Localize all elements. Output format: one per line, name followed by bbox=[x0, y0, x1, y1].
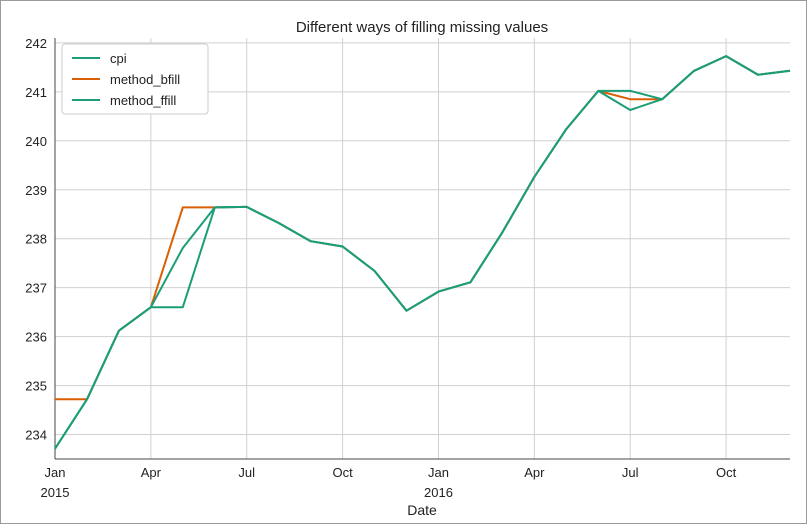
x-tick-label: Apr bbox=[141, 465, 162, 480]
x-tick-label: Apr bbox=[524, 465, 545, 480]
axes bbox=[54, 38, 790, 460]
y-tick-label: 240 bbox=[25, 134, 47, 149]
x-tick-label: Oct bbox=[332, 465, 353, 480]
y-tick-label: 234 bbox=[25, 428, 47, 443]
legend-label-method-ffill: method_ffill bbox=[110, 93, 176, 108]
legend-box bbox=[61, 43, 209, 115]
y-tick-label: 242 bbox=[25, 36, 47, 51]
x-tick-year-label: 2016 bbox=[424, 485, 453, 500]
chart-title: Different ways of filling missing values bbox=[296, 19, 548, 36]
x-tick-label: Jul bbox=[238, 465, 255, 480]
legend: cpi method_bfill method_ffill bbox=[61, 43, 209, 115]
y-tick-label: 238 bbox=[25, 232, 47, 247]
x-tick-label: Jul bbox=[622, 465, 639, 480]
x-axis-label: Date bbox=[407, 502, 437, 518]
x-tick-label: Oct bbox=[716, 465, 737, 480]
y-tick-label: 241 bbox=[25, 85, 47, 100]
series-lines bbox=[54, 55, 791, 450]
y-tick-label: 239 bbox=[25, 183, 47, 198]
x-tick-labels: Jan 2015 Apr Jul Oct Jan 2016 Apr Jul Oct bbox=[41, 465, 737, 500]
series-line-cpi bbox=[54, 55, 791, 450]
x-tick-year-label: 2015 bbox=[41, 485, 70, 500]
y-tick-label: 235 bbox=[25, 379, 47, 394]
y-tick-label: 236 bbox=[25, 330, 47, 345]
legend-label-method-bfill: method_bfill bbox=[110, 72, 180, 87]
series-line-method-ffill bbox=[54, 55, 791, 450]
legend-label-cpi: cpi bbox=[110, 51, 127, 66]
x-tick-label: Jan bbox=[45, 465, 66, 480]
y-tick-label: 237 bbox=[25, 281, 47, 296]
y-tick-labels: 234 235 236 237 238 239 240 241 242 bbox=[25, 36, 47, 443]
x-tick-label: Jan bbox=[428, 465, 449, 480]
